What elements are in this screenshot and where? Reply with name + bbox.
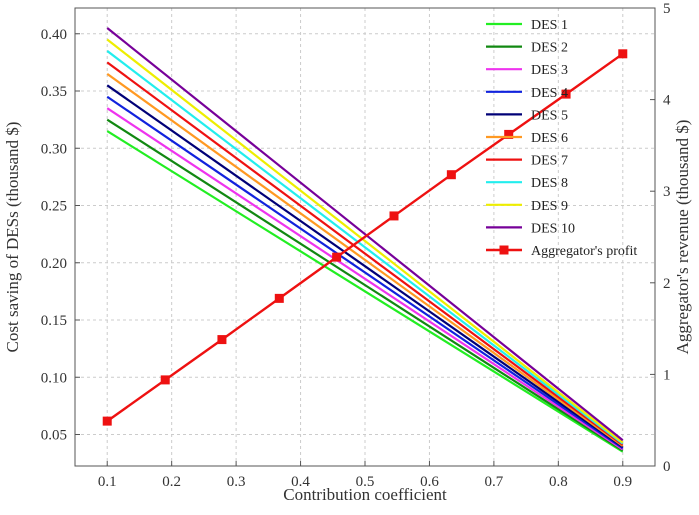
series-des-1-line bbox=[106, 130, 624, 453]
x-tick-label: 0.9 bbox=[613, 474, 632, 490]
legend: DES 1 DES 2 DES 3 DES 4 DES 5 DES 6 DES 7 DES 8… bbox=[486, 18, 637, 259]
y-axis-left-title: Cost saving of DESs (thousand $) bbox=[3, 122, 22, 353]
legend-label-des-2: DES 2 bbox=[531, 41, 568, 56]
x-tick-label: 0.7 bbox=[485, 474, 504, 490]
series-des-2-line bbox=[106, 118, 624, 452]
x-tick-label: 0.1 bbox=[98, 474, 117, 490]
legend-marker-profit bbox=[499, 245, 509, 255]
legend-label-des-3: DES 3 bbox=[531, 63, 568, 78]
x-tick-label: 0.6 bbox=[420, 474, 439, 490]
profit-marker bbox=[561, 89, 571, 99]
y-left-tick-label: 0.05 bbox=[41, 428, 67, 444]
profit-marker bbox=[504, 129, 514, 139]
x-tick-label: 0.5 bbox=[356, 474, 375, 490]
y-right-tick-label: 4 bbox=[663, 93, 671, 109]
y-left-tick-label: 0.10 bbox=[41, 370, 67, 386]
profit-marker bbox=[160, 375, 170, 385]
y-left-tick-label: 0.35 bbox=[41, 84, 67, 100]
series-profit-line bbox=[106, 52, 624, 423]
profit-marker bbox=[217, 335, 227, 345]
y-right-tick-label: 0 bbox=[663, 459, 671, 475]
x-tick-label: 0.2 bbox=[162, 474, 181, 490]
x-axis-title: Contribution coefficient bbox=[283, 485, 447, 504]
legend-label-des-9: DES 9 bbox=[531, 199, 568, 214]
series-lines bbox=[102, 27, 628, 453]
legend-label-des-6: DES 6 bbox=[531, 131, 568, 146]
y-right-tick-label: 2 bbox=[663, 276, 671, 292]
legend-label-des-5: DES 5 bbox=[531, 108, 568, 123]
series-des-5-line bbox=[106, 84, 624, 449]
axis-ticks: 0.1 0.2 0.3 0.4 0.5 0.6 0.7 0.8 0.9 0.05 0.10 0.15 0… bbox=[41, 1, 671, 490]
series-des-7-line bbox=[106, 61, 624, 446]
y-left-tick-label: 0.30 bbox=[41, 141, 67, 157]
x-tick-label: 0.8 bbox=[549, 474, 568, 490]
y-right-tick-label: 3 bbox=[663, 184, 671, 200]
y-axis-right-title: Aggregator's revenue (thousand $) bbox=[673, 120, 692, 355]
profit-marker bbox=[332, 252, 342, 262]
y-left-tick-label: 0.25 bbox=[41, 199, 67, 215]
y-left-tick-label: 0.15 bbox=[41, 313, 67, 329]
y-right-tick-label: 5 bbox=[663, 1, 671, 17]
series-des-4-line bbox=[106, 95, 624, 450]
profit-marker bbox=[274, 293, 284, 303]
profit-marker bbox=[102, 416, 112, 426]
legend-label-des-8: DES 8 bbox=[531, 176, 568, 191]
series-des-3-line bbox=[106, 107, 624, 451]
series-des-6-line bbox=[106, 72, 624, 447]
x-tick-label: 0.3 bbox=[227, 474, 246, 490]
series-des-10-line bbox=[106, 27, 624, 442]
y-left-tick-label: 0.40 bbox=[41, 27, 67, 43]
legend-label-des-7: DES 7 bbox=[531, 154, 568, 169]
y-left-tick-label: 0.20 bbox=[41, 256, 67, 272]
legend-label-des-10: DES 10 bbox=[531, 221, 575, 236]
profit-marker bbox=[389, 211, 399, 221]
series-des-9-line bbox=[106, 38, 624, 444]
profit-marker bbox=[446, 170, 456, 180]
series-des-8-line bbox=[106, 50, 624, 445]
legend-label-profit: Aggregator's profit bbox=[531, 244, 637, 259]
legend-label-des-4: DES 4 bbox=[531, 86, 568, 101]
legend-label-des-1: DES 1 bbox=[531, 18, 568, 33]
y-right-tick-label: 1 bbox=[663, 367, 671, 383]
x-tick-label: 0.4 bbox=[291, 474, 310, 490]
profit-marker bbox=[618, 49, 628, 59]
